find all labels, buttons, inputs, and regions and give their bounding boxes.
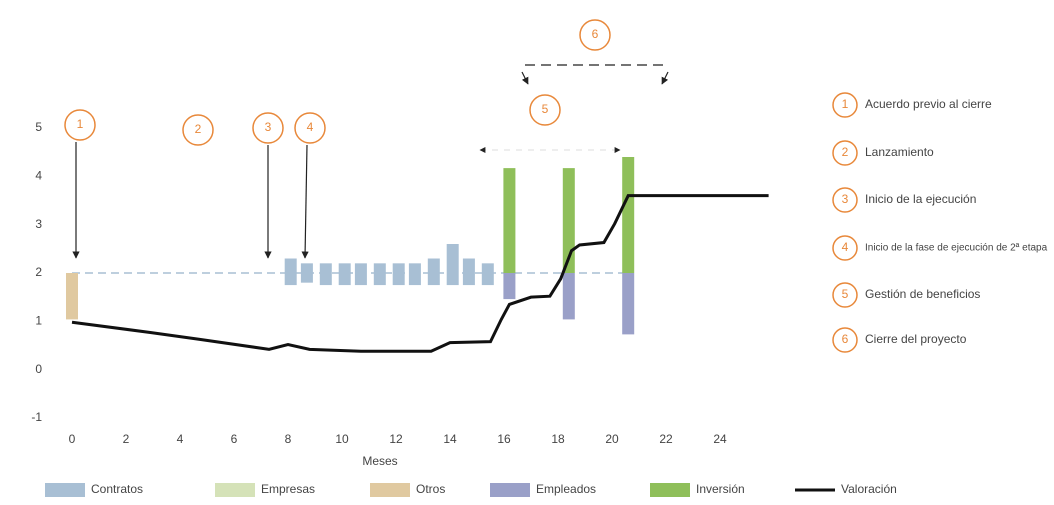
annotation-text: Lanzamiento (865, 145, 934, 159)
bar (319, 263, 332, 286)
x-tick-label: 20 (605, 432, 619, 446)
annotation-marker (529, 94, 561, 126)
bar (373, 263, 386, 286)
bar (66, 273, 78, 320)
legend-swatch (650, 483, 690, 497)
annotation-text: Acuerdo previo al cierre (865, 97, 992, 111)
legend-swatch (370, 483, 410, 497)
x-tick-label: 4 (177, 432, 184, 446)
annotation-key-number: 1 (842, 97, 849, 111)
annotation-key-marker (832, 187, 858, 213)
annotation-text: Inicio de la ejecución (865, 192, 976, 206)
x-tick-label: 12 (389, 432, 403, 446)
annotation-key-number: 5 (842, 287, 849, 301)
annotation-marker (252, 112, 284, 144)
y-tick-label: 1 (35, 314, 42, 328)
x-tick-label: 24 (713, 432, 727, 446)
y-tick-label: 4 (35, 169, 42, 183)
annotation-number: 2 (195, 122, 202, 136)
annotation-arrows (72, 64, 669, 259)
annotation-text: Inicio de la fase de ejecución de 2ª eta… (865, 243, 1048, 254)
annotation-number: 3 (265, 120, 272, 134)
bar (427, 258, 440, 286)
line (71, 194, 769, 353)
annotation-marker (182, 114, 214, 146)
annotation-key-number: 2 (842, 145, 849, 159)
x-tick-label: 2 (123, 432, 130, 446)
arrow (301, 144, 309, 259)
y-tick-label: 0 (35, 362, 42, 376)
annotation-text: Gestión de beneficios (865, 287, 980, 301)
legend-label: Empleados (536, 482, 596, 496)
x-tick-label: 0 (69, 432, 76, 446)
bar (481, 263, 494, 286)
x-tick-label: 10 (335, 432, 349, 446)
annotation-key-number: 4 (842, 240, 849, 254)
legend-swatch (490, 483, 530, 497)
y-tick-label: 5 (35, 120, 42, 134)
arrow (521, 71, 529, 85)
annotation-marker (294, 112, 326, 144)
annotation-marker (64, 109, 96, 141)
y-tick-label: -1 (31, 410, 42, 424)
annotation-key-marker (832, 140, 858, 166)
bar (446, 244, 459, 286)
annotation-key-marker (832, 282, 858, 308)
x-tick-label: 8 (285, 432, 292, 446)
arrow (661, 71, 669, 85)
legend-label: Inversión (696, 482, 745, 496)
bar (562, 168, 575, 273)
x-tick-label: 14 (443, 432, 457, 446)
x-tick-label: 6 (231, 432, 238, 446)
legend-label: Valoración (841, 482, 897, 496)
annotation-text: Cierre del proyecto (865, 332, 967, 346)
legend-label: Contratos (91, 482, 143, 496)
bar (392, 263, 405, 286)
bar (503, 273, 516, 300)
y-tick-label: 3 (35, 217, 42, 231)
bar (562, 273, 575, 320)
bar (622, 157, 635, 273)
bar (354, 263, 367, 286)
annotation-number: 6 (592, 27, 599, 41)
x-axis-label: Meses (362, 454, 397, 468)
legend-label: Empresas (261, 482, 315, 496)
annotation-key-marker (832, 235, 858, 261)
annotation-key-number: 3 (842, 192, 849, 206)
annotation-number: 5 (542, 102, 549, 116)
bar (284, 258, 297, 286)
x-tick-label: 16 (497, 432, 511, 446)
bar (408, 263, 421, 286)
bar (503, 168, 516, 273)
legend-swatch (215, 483, 255, 497)
annotation-key-marker (832, 327, 858, 353)
annotation-number: 4 (307, 120, 314, 134)
x-tick-label: 18 (551, 432, 565, 446)
bar (622, 273, 635, 335)
legend-label: Otros (416, 482, 445, 496)
annotation-marker (579, 19, 611, 51)
bar (338, 263, 351, 286)
x-tick-label: 22 (659, 432, 673, 446)
annotation-number: 1 (77, 117, 84, 131)
bar (300, 263, 313, 283)
bar (462, 258, 475, 286)
annotation-key-number: 6 (842, 332, 849, 346)
annotation-key-marker (832, 92, 858, 118)
legend-swatch (45, 483, 85, 497)
y-tick-label: 2 (35, 265, 42, 279)
